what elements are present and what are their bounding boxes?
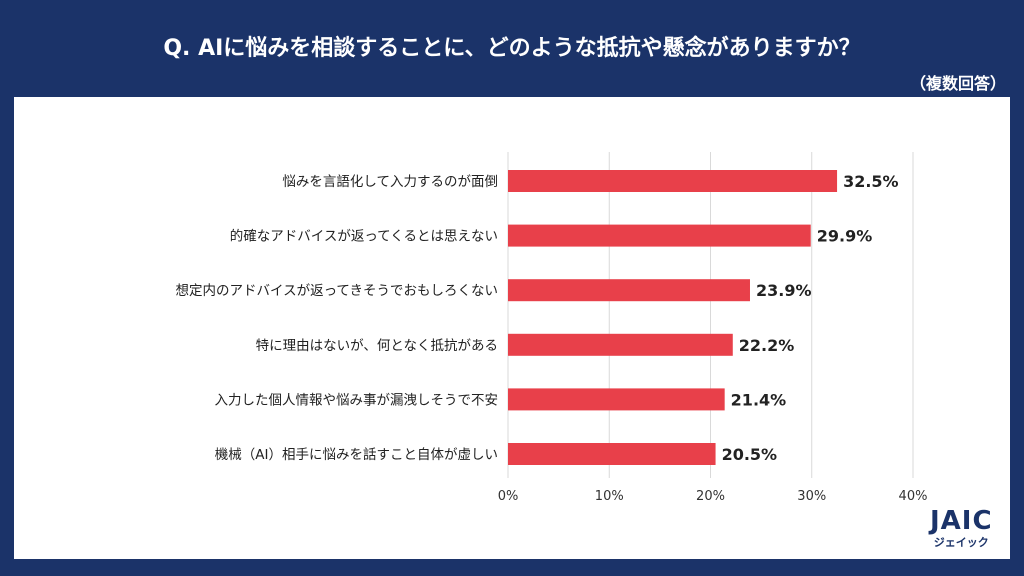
category-label: 悩みを言語化して入力するのが面倒 — [282, 173, 498, 190]
logo-mark: JAIC — [930, 506, 993, 536]
jaic-logo: JAIC ジェイック — [930, 508, 993, 550]
x-tick-label: 20% — [696, 489, 725, 504]
bar — [508, 170, 838, 192]
x-tick-label: 10% — [595, 489, 624, 504]
category-label: 入力した個人情報や悩み事が漏洩しそうで不安 — [215, 392, 499, 408]
category-label: 的確なアドバイスが返ってくるとは思えない — [230, 229, 498, 245]
data-label: 20.5% — [722, 445, 778, 464]
data-label: 32.5% — [843, 172, 899, 191]
x-tick-label: 40% — [899, 489, 928, 504]
data-label: 22.2% — [739, 336, 795, 355]
data-label: 23.9% — [756, 281, 812, 300]
bar — [508, 224, 811, 247]
category-label: 特に理由はないが、何となく抵抗がある — [256, 338, 498, 354]
data-label: 29.9% — [817, 227, 873, 246]
bar — [508, 279, 750, 302]
bar — [508, 333, 733, 356]
x-tick-label: 0% — [498, 489, 519, 504]
logo-kana: ジェイック — [933, 536, 989, 549]
category-label: 想定内のアドバイスが返ってきそうでおもしろくない — [175, 283, 498, 299]
chart-title: Q. AIに悩みを相談することに、どのような抵抗や懸念がありますか？ — [163, 36, 861, 61]
bar — [508, 443, 716, 465]
category-label: 機械（AI）相手に悩みを話すこと自体が虚しい — [215, 446, 498, 463]
bar — [508, 388, 725, 411]
multiple-answer-note: （複数回答） — [909, 74, 1006, 93]
x-tick-label: 30% — [797, 489, 826, 504]
data-label: 21.4% — [731, 390, 787, 409]
